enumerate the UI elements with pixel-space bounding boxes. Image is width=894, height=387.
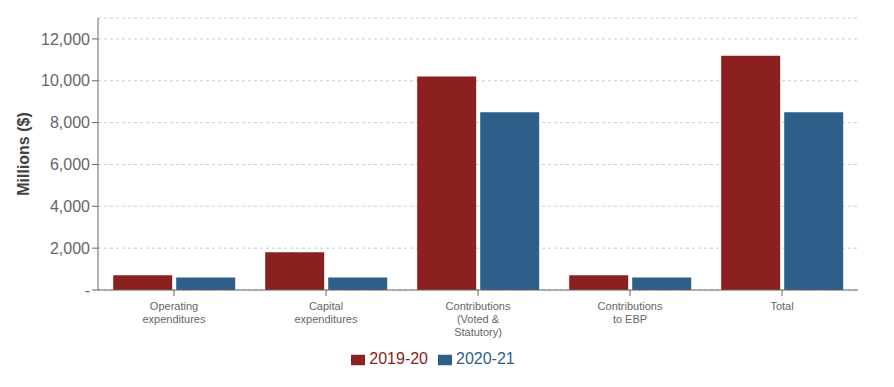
svg-text:Capitalexpenditures: Capitalexpenditures [295,300,358,325]
svg-text:Contributions(Voted &Statutory: Contributions(Voted &Statutory) [446,300,511,338]
svg-text:-: - [85,282,90,299]
svg-text:6,000: 6,000 [50,156,90,173]
html-text:2019-20: 2019-20 [369,350,428,367]
svg-text:10,000: 10,000 [41,72,90,89]
svg-text:Contributionsto EBP: Contributionsto EBP [598,300,663,325]
svg-text:Operatingexpenditures: Operatingexpenditures [143,300,206,325]
svg-text:12,000: 12,000 [41,31,90,48]
svg-text:2,000: 2,000 [50,240,90,257]
html-text:2020-21: 2020-21 [456,350,515,367]
svg-text:8,000: 8,000 [50,114,90,131]
svg-text:4,000: 4,000 [50,198,90,215]
svg-text:Millions ($): Millions ($) [15,112,32,196]
svg-text:Total: Total [770,300,793,312]
